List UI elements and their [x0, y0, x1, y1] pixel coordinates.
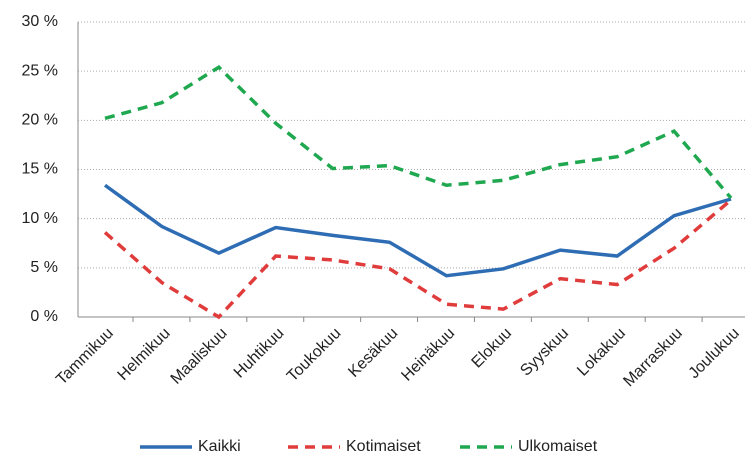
legend-label: Ulkomaiset [518, 438, 598, 455]
x-tick-label: Maaliskuu [168, 325, 231, 388]
x-tick-label: Tammikuu [53, 325, 117, 389]
x-tick-label: Kesäkuu [345, 325, 401, 381]
legend-label: Kaikki [198, 438, 241, 455]
y-tick-label: 15 % [22, 161, 58, 178]
x-tick-label: Toukokuu [284, 325, 344, 385]
x-tick-label: Heinäkuu [398, 325, 458, 385]
x-tick-label: Syyskuu [517, 325, 572, 380]
series-line [103, 183, 732, 278]
x-tick-label: Helmikuu [115, 325, 174, 384]
y-tick-label: 30 % [22, 13, 58, 30]
x-tick-label: Elokuu [469, 325, 516, 372]
y-tick-label: 20 % [22, 112, 58, 129]
y-tick-label: 5 % [30, 259, 58, 276]
x-tick-label: Marraskuu [620, 325, 685, 390]
series-line [103, 198, 733, 320]
y-tick-label: 25 % [22, 62, 58, 79]
y-tick-label: 0 % [30, 308, 58, 325]
legend-label: Kotimaiset [346, 438, 421, 455]
x-tick-label: Joulukuu [686, 325, 743, 382]
x-tick-label: Lokakuu [574, 325, 629, 380]
x-tick-label: Huhtikuu [231, 325, 288, 382]
y-tick-label: 10 % [22, 210, 58, 227]
series-line [104, 65, 733, 200]
